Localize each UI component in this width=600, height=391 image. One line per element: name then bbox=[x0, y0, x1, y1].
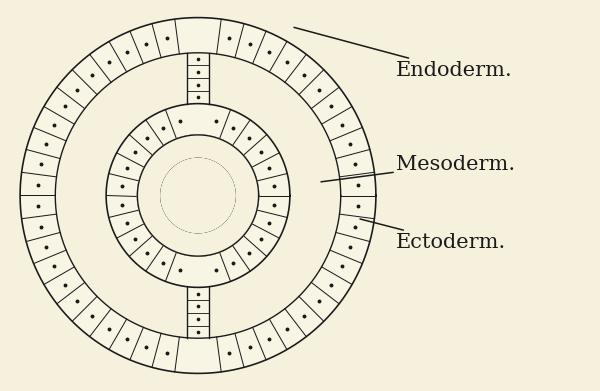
Polygon shape bbox=[20, 18, 376, 373]
Polygon shape bbox=[161, 158, 235, 233]
Text: Ectoderm.: Ectoderm. bbox=[360, 219, 506, 252]
Text: Endoderm.: Endoderm. bbox=[294, 27, 513, 80]
Polygon shape bbox=[137, 135, 259, 256]
Polygon shape bbox=[106, 104, 290, 287]
Polygon shape bbox=[161, 158, 235, 233]
Text: Mesoderm.: Mesoderm. bbox=[321, 155, 515, 182]
Polygon shape bbox=[187, 287, 209, 338]
Polygon shape bbox=[187, 53, 209, 104]
